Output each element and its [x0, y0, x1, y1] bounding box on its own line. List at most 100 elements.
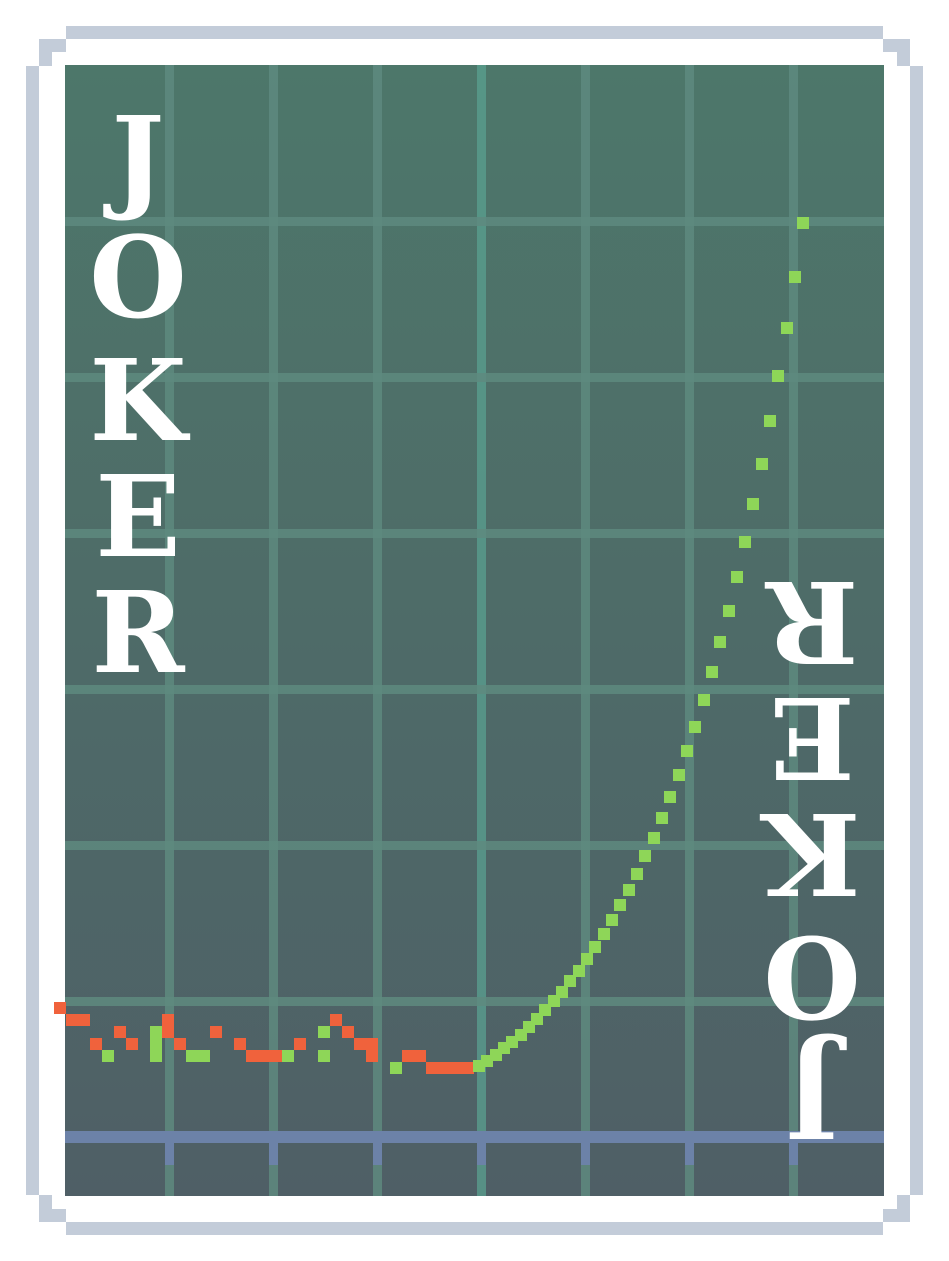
projection-dot	[781, 322, 793, 334]
x-axis-tick	[269, 1143, 278, 1165]
chart-baseline	[65, 1131, 884, 1165]
grid-line-vertical	[165, 65, 174, 1196]
history-pixel	[462, 1062, 474, 1074]
history-pixel	[438, 1062, 450, 1074]
x-axis-baseline	[65, 1131, 884, 1143]
history-pixel	[150, 1038, 162, 1050]
x-axis-tick	[373, 1143, 382, 1165]
projection-dot	[747, 498, 759, 510]
grid-line-vertical	[581, 65, 590, 1196]
projection-dot	[714, 636, 726, 648]
grid-line-horizontal	[65, 997, 884, 1006]
projection-dot	[681, 745, 693, 757]
projection-dot	[689, 721, 701, 733]
title-letter: E	[769, 671, 854, 802]
projection-dot	[564, 975, 576, 987]
history-pixel	[294, 1038, 306, 1050]
history-pixel	[174, 1038, 186, 1050]
title-letter: J	[786, 1030, 848, 1161]
history-pixel	[282, 1050, 294, 1062]
history-pixel	[318, 1050, 330, 1062]
projection-dot	[631, 868, 643, 880]
grid-line-vertical	[269, 65, 278, 1196]
title-letter: O	[89, 213, 187, 344]
grid-line-horizontal	[65, 373, 884, 382]
history-pixel	[90, 1038, 102, 1050]
projection-dot	[764, 415, 776, 427]
projection-dot	[648, 832, 660, 844]
history-pixel	[354, 1038, 366, 1050]
projection-dot	[789, 271, 801, 283]
grid-line-vertical	[789, 65, 798, 1196]
history-pixel	[162, 1026, 174, 1038]
projection-dot	[664, 791, 676, 803]
title-letter: R	[765, 555, 859, 686]
title-letter: R	[91, 568, 185, 699]
history-pixel	[330, 1014, 342, 1026]
grid-line-horizontal	[65, 841, 884, 850]
grid-line-horizontal	[65, 529, 884, 538]
x-axis-tick	[789, 1143, 798, 1165]
history-pixel	[114, 1026, 126, 1038]
projection-series	[473, 217, 809, 1072]
title-letter: J	[103, 93, 165, 224]
history-pixel	[342, 1026, 354, 1038]
history-series	[54, 1002, 474, 1074]
title-letter: K	[760, 787, 861, 918]
grid-line-horizontal	[65, 685, 884, 694]
grid-line-vertical	[477, 65, 486, 1196]
history-pixel	[390, 1062, 402, 1074]
history-pixel	[402, 1050, 414, 1062]
projection-dot	[772, 370, 784, 382]
title-letter: E	[95, 452, 180, 583]
history-pixel	[234, 1038, 246, 1050]
history-pixel	[150, 1026, 162, 1038]
projection-dot	[656, 812, 668, 824]
history-pixel	[450, 1062, 462, 1074]
history-pixel	[78, 1014, 90, 1026]
grid-line-vertical	[685, 65, 694, 1196]
joker-title-inverted: J O K E R	[760, 555, 861, 1161]
history-pixel	[258, 1050, 270, 1062]
projection-dot	[797, 217, 809, 229]
history-pixel	[126, 1038, 138, 1050]
history-pixel	[66, 1014, 78, 1026]
history-pixel	[162, 1014, 174, 1026]
projection-dot	[598, 928, 610, 940]
chart-grid	[65, 65, 884, 1196]
projection-dot	[706, 666, 718, 678]
history-pixel	[210, 1026, 222, 1038]
projection-dot	[739, 536, 751, 548]
title-letter: K	[89, 336, 190, 467]
joker-title-upright: J O K E R	[89, 93, 190, 699]
projection-dot	[731, 571, 743, 583]
projection-dot	[614, 899, 626, 911]
projection-dot	[556, 986, 568, 998]
projection-dot	[723, 605, 735, 617]
history-pixel	[366, 1038, 378, 1050]
card-outer-border	[26, 26, 923, 1235]
history-pixel	[426, 1062, 438, 1074]
history-pixel	[366, 1050, 378, 1062]
projection-dot	[589, 941, 601, 953]
x-axis-tick	[477, 1143, 486, 1165]
projection-dot	[573, 965, 585, 977]
history-pixel	[198, 1050, 210, 1062]
projection-dot	[581, 953, 593, 965]
x-axis-tick	[165, 1143, 174, 1165]
grid-line-vertical	[373, 65, 382, 1196]
grid-line-horizontal	[65, 217, 884, 226]
history-pixel	[102, 1050, 114, 1062]
projection-dot	[639, 850, 651, 862]
title-letter: O	[763, 910, 861, 1041]
history-pixel	[318, 1026, 330, 1038]
projection-dot	[623, 884, 635, 896]
projection-dot	[673, 769, 685, 781]
history-pixel	[414, 1050, 426, 1062]
projection-dot	[606, 914, 618, 926]
x-axis-tick	[581, 1143, 590, 1165]
x-axis-tick	[685, 1143, 694, 1165]
projection-dot	[698, 694, 710, 706]
history-pixel	[54, 1002, 66, 1014]
